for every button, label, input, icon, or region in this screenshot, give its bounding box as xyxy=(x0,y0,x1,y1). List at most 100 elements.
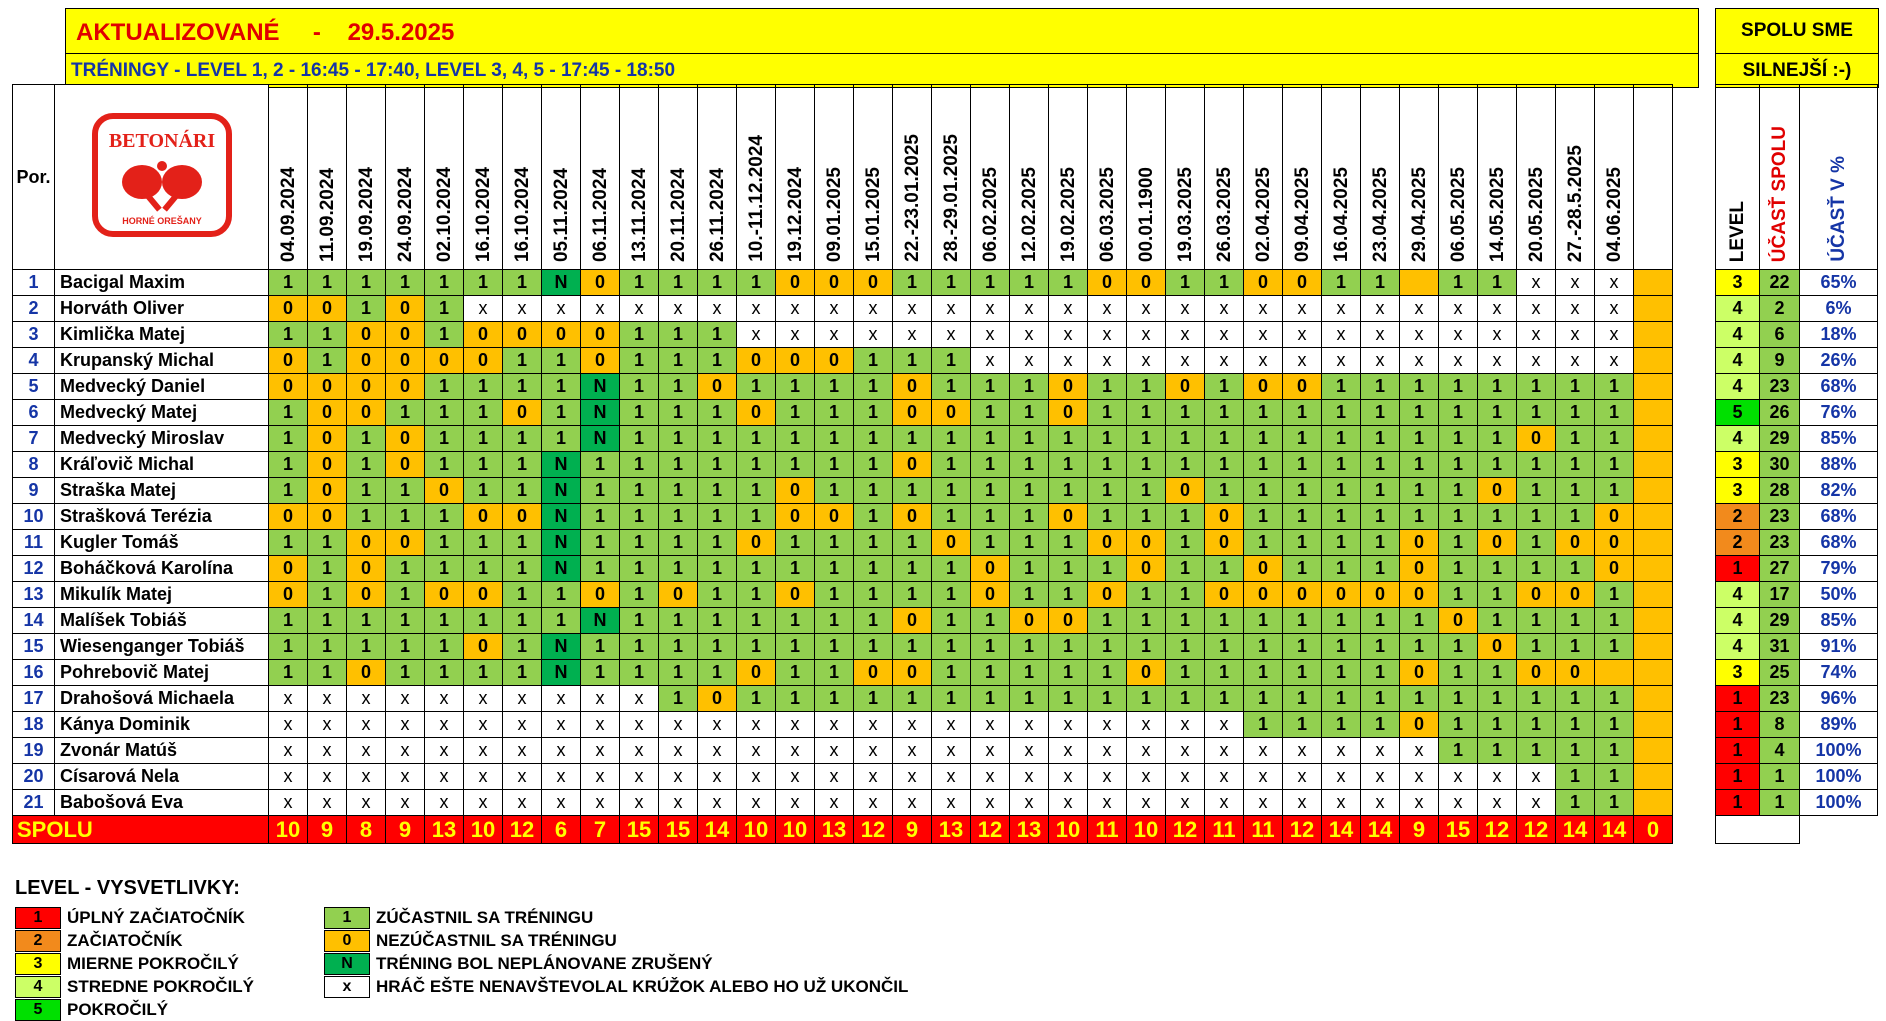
attendance-cell: 0 xyxy=(1516,581,1556,608)
attendance-cell: 1 xyxy=(658,321,698,348)
attendance-cell: x xyxy=(541,711,581,738)
attendance-cell: 1 xyxy=(1594,685,1634,712)
ucast-cell: 29 xyxy=(1759,607,1800,634)
attendance-cell: 1 xyxy=(775,555,815,582)
attendance-cell: 1 xyxy=(502,425,542,452)
attendance-cell: x xyxy=(1048,789,1088,816)
attendance-cell: 1 xyxy=(1009,555,1049,582)
attendance-cell: 1 xyxy=(346,295,386,322)
pct-header: ÚČASŤ V % xyxy=(1799,84,1878,270)
attendance-cell: 1 xyxy=(1477,451,1517,478)
attendance-cell: 1 xyxy=(736,607,776,634)
total-cell: 8 xyxy=(346,815,386,844)
attendance-cell: 1 xyxy=(1516,711,1556,738)
attendance-cell: 1 xyxy=(658,633,698,660)
attendance-cell: 1 xyxy=(1048,659,1088,686)
player-name: Kugler Tomáš xyxy=(54,529,269,556)
attendance-cell: 1 xyxy=(424,607,464,634)
attendance-cell: x xyxy=(1555,347,1595,374)
attendance-cell: 1 xyxy=(1555,373,1595,400)
attendance-cell: 1 xyxy=(1165,659,1205,686)
attendance-cell: x xyxy=(775,763,815,790)
attendance-cell: 1 xyxy=(1282,633,1322,660)
attendance-cell: 0 xyxy=(697,685,737,712)
attendance-cell: x xyxy=(1204,347,1244,374)
attendance-cell: 1 xyxy=(424,269,464,296)
ucast-cell: 2 xyxy=(1759,295,1800,322)
attendance-cell: 1 xyxy=(1126,607,1166,634)
attendance-cell: 1 xyxy=(1516,607,1556,634)
attendance-cell: 1 xyxy=(1204,425,1244,452)
attendance-cell: 1 xyxy=(463,373,503,400)
player-name: Malíšek Tobiáš xyxy=(54,607,269,634)
attendance-cell: x xyxy=(1048,763,1088,790)
attendance-cell: 1 xyxy=(1360,451,1400,478)
attendance-cell: 0 xyxy=(931,399,971,426)
attendance-cell: 1 xyxy=(268,477,308,504)
attendance-cell: 1 xyxy=(736,477,776,504)
date-header: 29.04.2025 xyxy=(1399,84,1439,270)
attendance-cell: 1 xyxy=(1009,659,1049,686)
attendance-cell: 1 xyxy=(346,607,386,634)
attendance-cell: 1 xyxy=(1087,607,1127,634)
attendance-cell: 1 xyxy=(775,373,815,400)
date-label: 06.11.2024 xyxy=(589,167,611,262)
player-name: Wiesenganger Tobiáš xyxy=(54,633,269,660)
attendance-cell: 1 xyxy=(1087,373,1127,400)
summary-row: 4 9 26% xyxy=(1715,347,1878,374)
player-name: Císarová Nela xyxy=(54,763,269,790)
summary-row: 3 22 65% xyxy=(1715,269,1878,296)
attendance-cell: x xyxy=(1165,789,1205,816)
attendance-cell: 0 xyxy=(1477,477,1517,504)
attendance-cell: 1 xyxy=(853,555,893,582)
attendance-cell: 1 xyxy=(1555,451,1595,478)
attendance-cell: 1 xyxy=(697,425,737,452)
attendance-cell: 1 xyxy=(697,555,737,582)
attendance-cell: 1 xyxy=(1438,659,1478,686)
attendance-cell: x xyxy=(619,711,659,738)
total-cell: 13 xyxy=(931,815,971,844)
attendance-cell: x xyxy=(1048,347,1088,374)
attendance-cell: 0 xyxy=(1204,529,1244,556)
attendance-cell: 1 xyxy=(892,555,932,582)
attendance-cell: 1 xyxy=(268,321,308,348)
attendance-cell: 0 xyxy=(1399,529,1439,556)
attendance-cell: 1 xyxy=(424,425,464,452)
date-header: 23.04.2025 xyxy=(1360,84,1400,270)
attendance-cell: 0 xyxy=(307,451,347,478)
attendance-cell: 1 xyxy=(1204,659,1244,686)
attendance-cell: 1 xyxy=(1009,529,1049,556)
player-number: 13 xyxy=(12,581,55,608)
attendance-cell: 1 xyxy=(697,269,737,296)
attendance-cell: 1 xyxy=(502,555,542,582)
attendance-cell: 1 xyxy=(775,633,815,660)
attendance-cell: x xyxy=(736,295,776,322)
attendance-cell: 1 xyxy=(853,373,893,400)
attendance-cell: x xyxy=(424,789,464,816)
total-cell: 13 xyxy=(814,815,854,844)
attendance-cell: 1 xyxy=(697,581,737,608)
attendance-cell: 1 xyxy=(1555,399,1595,426)
attendance-cell: 0 xyxy=(1204,503,1244,530)
ball-icon xyxy=(156,160,167,171)
date-header: 06.02.2025 xyxy=(970,84,1010,270)
attendance-cell: 1 xyxy=(814,581,854,608)
player-number: 10 xyxy=(12,503,55,530)
attendance-cell: 1 xyxy=(307,347,347,374)
attendance-cell: 1 xyxy=(1477,711,1517,738)
attendance-cell: 0 xyxy=(1048,607,1088,634)
date-header: 16.10.2024 xyxy=(502,84,542,270)
attendance-cell: x xyxy=(931,737,971,764)
attendance-cell: x xyxy=(814,737,854,764)
attendance-cell xyxy=(1633,399,1673,426)
attendance-cell: 1 xyxy=(1477,425,1517,452)
attendance-cell: x xyxy=(853,711,893,738)
attendance-cell: 1 xyxy=(1360,425,1400,452)
total-cell: 9 xyxy=(307,815,347,844)
attendance-cell: 1 xyxy=(1477,373,1517,400)
date-label: 02.04.2025 xyxy=(1252,166,1274,262)
attendance-cell: x xyxy=(697,763,737,790)
attendance-cell: 0 xyxy=(307,477,347,504)
total-cell: 12 xyxy=(1477,815,1517,844)
attendance-cell: 0 xyxy=(1282,373,1322,400)
